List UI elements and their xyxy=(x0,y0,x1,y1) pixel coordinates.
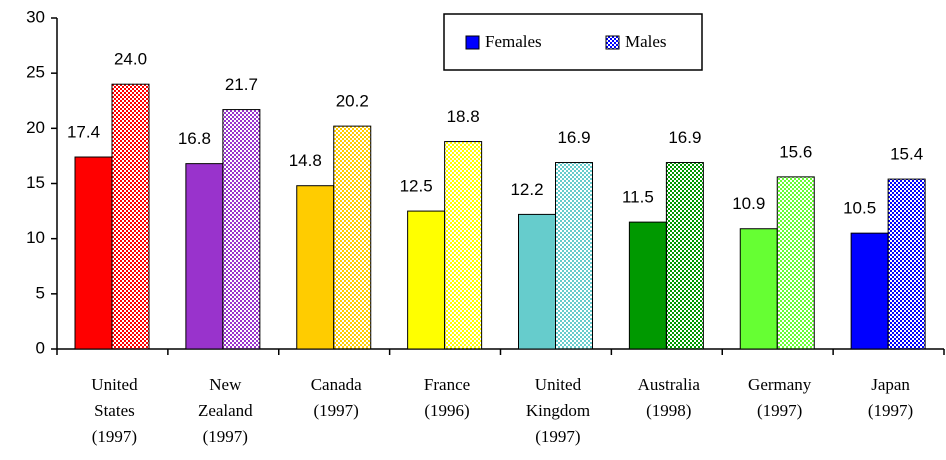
value-label: 21.7 xyxy=(225,75,258,94)
x-tick-label: United xyxy=(535,375,582,394)
x-tick-label: Kingdom xyxy=(526,401,590,420)
bar xyxy=(887,178,926,350)
bar xyxy=(555,162,593,350)
value-label: 20.2 xyxy=(336,92,369,111)
x-tick-label: France xyxy=(424,375,470,394)
bar xyxy=(185,163,224,350)
x-tick-label: (1997) xyxy=(757,401,802,420)
y-tick-label: 30 xyxy=(26,7,45,26)
value-label: 16.9 xyxy=(668,128,701,147)
legend-label: Females xyxy=(485,32,542,51)
x-tick-label: New xyxy=(209,375,242,394)
legend-swatch xyxy=(605,35,620,50)
value-label: 12.5 xyxy=(400,177,433,196)
value-label: 15.6 xyxy=(779,142,812,161)
legend-label: Males xyxy=(625,32,667,51)
y-tick-label: 15 xyxy=(26,173,45,192)
value-label: 16.8 xyxy=(178,129,211,148)
bar xyxy=(739,228,778,350)
bar xyxy=(444,141,483,350)
bar xyxy=(665,162,704,350)
bar xyxy=(222,109,261,350)
x-tick-label: Japan xyxy=(871,375,910,394)
value-label: 10.5 xyxy=(843,199,876,218)
bar xyxy=(850,232,889,350)
x-tick-label: (1997) xyxy=(203,427,248,446)
x-tick-label: (1997) xyxy=(314,401,359,420)
value-label: 12.2 xyxy=(510,180,543,199)
y-tick-label: 20 xyxy=(26,118,45,137)
bar xyxy=(776,176,815,350)
value-label: 11.5 xyxy=(622,188,654,207)
x-tick-label: United xyxy=(91,375,138,394)
x-tick-label: Canada xyxy=(311,375,362,394)
value-label: 14.8 xyxy=(289,151,322,170)
bar xyxy=(74,156,113,350)
x-tick-label: (1996) xyxy=(424,401,469,420)
bar xyxy=(407,210,446,350)
y-tick-label: 10 xyxy=(26,228,45,247)
y-tick-label: 25 xyxy=(26,63,45,82)
value-label: 16.9 xyxy=(557,128,590,147)
bar xyxy=(518,213,556,350)
x-tick-label: (1998) xyxy=(646,401,691,420)
bar xyxy=(628,221,667,350)
x-tick-label: Zealand xyxy=(198,401,253,420)
x-tick-label: Australia xyxy=(638,375,701,394)
value-label: 10.9 xyxy=(732,194,765,213)
x-tick-label: Germany xyxy=(748,375,812,394)
y-tick-label: 0 xyxy=(36,338,45,357)
value-label: 24.0 xyxy=(114,50,147,69)
bar xyxy=(296,185,335,350)
value-label: 15.4 xyxy=(890,145,923,164)
bar xyxy=(333,125,372,350)
x-tick-label: (1997) xyxy=(535,427,580,446)
value-label: 18.8 xyxy=(447,107,480,126)
bar xyxy=(111,83,150,350)
legend-box xyxy=(443,13,703,71)
x-tick-label: States xyxy=(94,401,135,420)
x-tick-label: (1997) xyxy=(868,401,913,420)
legend-swatch xyxy=(465,35,480,50)
x-tick-label: (1997) xyxy=(92,427,137,446)
y-tick-label: 5 xyxy=(36,283,45,302)
value-label: 17.4 xyxy=(67,123,100,142)
